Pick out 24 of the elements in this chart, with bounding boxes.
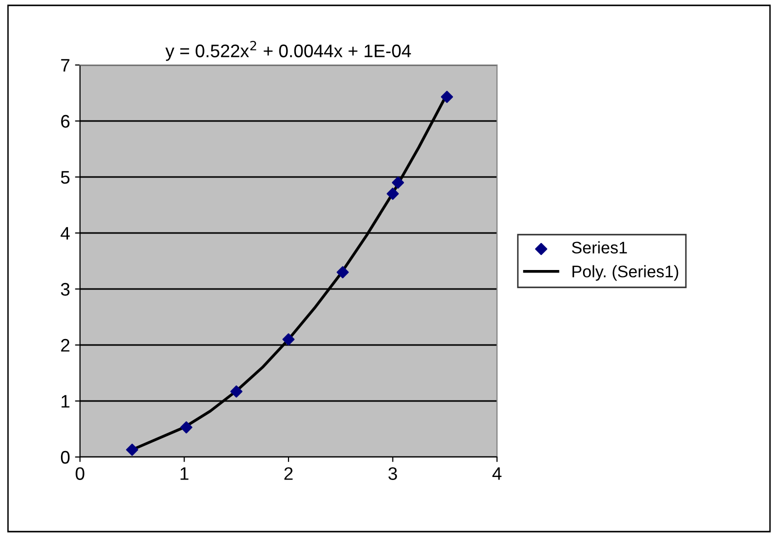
legend-label: Series1 — [572, 241, 627, 254]
point — [180, 421, 192, 434]
y-tick-label: 7 — [61, 59, 70, 72]
text: y = 0.522x$^{2}$ + 0.0044x + 1E-04 — [165, 40, 411, 61]
y-tick-label: 4 — [60, 227, 70, 240]
y-tick-label: 6 — [61, 114, 70, 128]
point — [230, 385, 242, 398]
point — [336, 266, 349, 278]
x-tick-label: 1 — [180, 467, 188, 480]
y-tick-label: 5 — [60, 171, 70, 184]
y-tick-label: 2 — [61, 338, 70, 352]
legend-label: Poly. (Series1) — [572, 265, 678, 281]
point — [386, 188, 399, 200]
y-tick-label: 1 — [62, 395, 70, 408]
point — [126, 444, 138, 456]
x-tick-label: 4 — [492, 467, 502, 480]
x-tick-label: 2 — [284, 467, 293, 480]
point — [282, 333, 295, 346]
x-tick-label: 3 — [388, 467, 397, 480]
y-tick-label: 0 — [60, 450, 70, 464]
x-tick-label: 0 — [76, 467, 84, 480]
y-tick-label: 3 — [60, 282, 70, 296]
point — [440, 90, 454, 103]
point — [392, 176, 404, 189]
